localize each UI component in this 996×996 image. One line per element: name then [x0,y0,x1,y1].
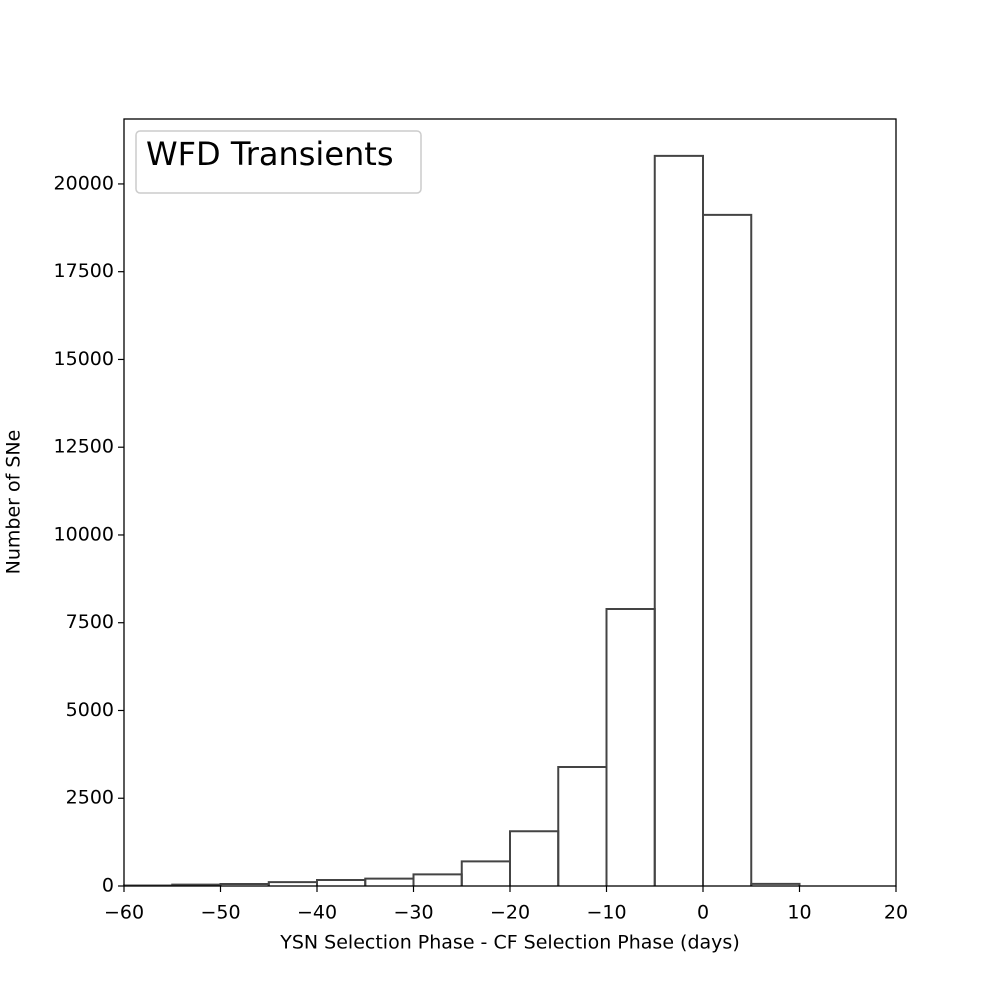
y-axis-label: Number of SNe [3,430,25,575]
y-tick-label: 15000 [54,348,114,370]
histogram-bin [750,882,801,886]
y-tick-label: 20000 [54,172,114,194]
histogram-bin [702,213,753,886]
legend-label: WFD Transients [146,135,394,173]
histogram-bin [460,860,511,886]
histogram-bin [364,877,415,886]
y-tick-label: 17500 [54,260,114,282]
x-tick-label: −60 [104,902,144,924]
x-tick-label: −10 [586,902,626,924]
histogram-bin [557,766,608,886]
x-tick-label: −20 [490,902,530,924]
histogram-bin [605,608,656,886]
x-axis-label: YSN Selection Phase - CF Selection Phase… [279,932,739,954]
histogram-bin [509,830,560,886]
histogram-bin [316,879,367,886]
y-tick-label: 7500 [66,611,114,633]
x-tick-label: 0 [697,902,709,924]
y-tick-label: 10000 [54,523,114,545]
legend-box [135,130,422,194]
x-tick-label: 20 [884,902,908,924]
histogram-bin [412,873,463,886]
x-tick-label: −50 [200,902,240,924]
plot-frame [123,118,897,887]
y-tick-label: 12500 [54,436,114,458]
x-tick-label: 10 [787,902,811,924]
y-tick-label: 2500 [66,787,114,809]
y-tick-label: 5000 [66,699,114,721]
y-tick-label: 0 [102,875,114,897]
x-tick-label: −30 [393,902,433,924]
x-tick-label: −40 [297,902,337,924]
histogram-bin [653,154,704,886]
